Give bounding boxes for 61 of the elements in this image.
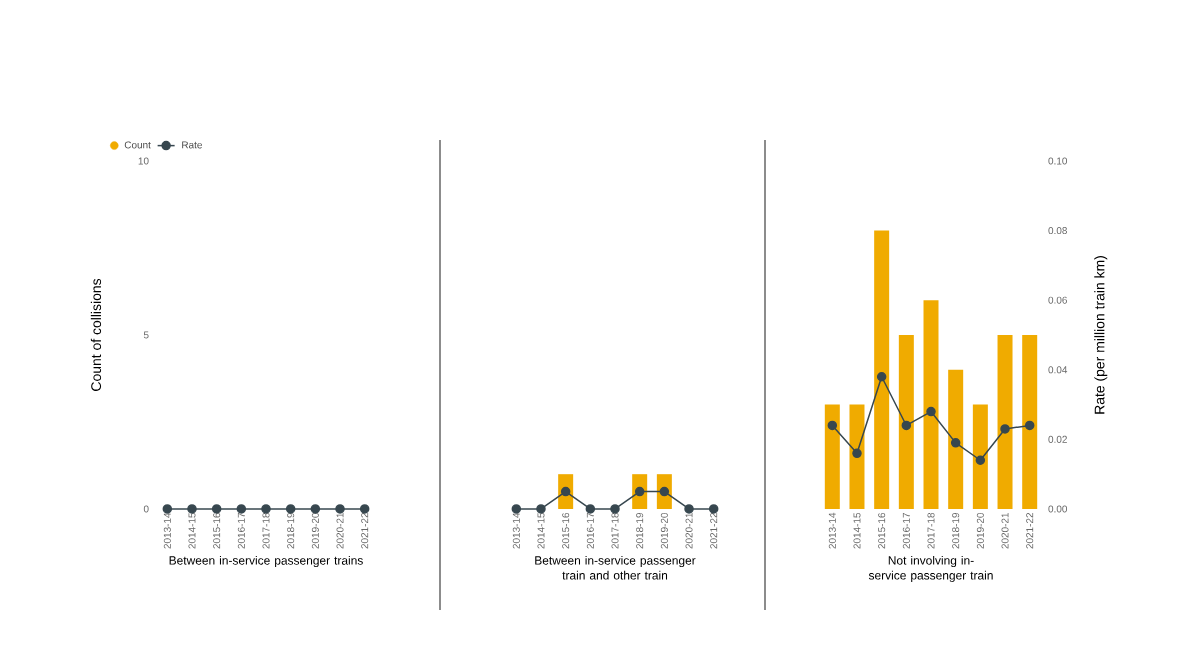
bar <box>849 404 865 509</box>
x-tick-label: 2013-14 <box>828 512 836 549</box>
y-axis-title: Count of collisions <box>90 278 102 391</box>
x-tick-label: 2015-16 <box>562 512 570 549</box>
bar <box>923 300 939 509</box>
x-tick-label: 2016-17 <box>902 513 910 549</box>
x-tick-label: 2014-15 <box>537 512 545 549</box>
x-tick-label: 2018-19 <box>952 512 960 549</box>
bar <box>824 404 840 509</box>
y-tick-label: 5 <box>143 331 149 339</box>
point <box>901 420 912 431</box>
point <box>827 420 838 431</box>
x-tick-label: 2014-15 <box>853 512 861 549</box>
x-tick-label: 2015-16 <box>878 512 886 549</box>
y-tick-label: 0 <box>143 505 149 513</box>
x-tick-label: 2021-22 <box>710 513 718 549</box>
bar <box>898 334 914 509</box>
x-axis-title: Between in-service passenger trains <box>169 555 363 568</box>
x-tick-label: 2020-21 <box>336 512 344 549</box>
x-tick-label: 2017-18 <box>262 512 270 549</box>
x-tick-label: 2019-20 <box>976 512 984 549</box>
x-tick-label: 2013-14 <box>512 512 520 549</box>
y2-axis-title: Rate (per million train km) <box>1094 256 1108 414</box>
y2-tick-label: 0.06 <box>1048 296 1067 304</box>
x-tick-label: 2014-15 <box>188 512 196 549</box>
x-axis-title: Between in-service passenger train and other train <box>535 555 696 580</box>
point <box>1000 424 1010 434</box>
x-tick-label: 2021-22 <box>361 513 369 549</box>
y2-tick-label: 0.00 <box>1048 505 1068 513</box>
y2-tick-label: 0.04 <box>1048 366 1068 374</box>
y-tick-label: 10 <box>138 157 149 165</box>
point <box>876 371 887 382</box>
x-tick-label: 2020-21 <box>685 512 693 549</box>
point <box>852 448 862 459</box>
x-tick-label: 2016-17 <box>237 513 245 549</box>
bar <box>874 230 890 509</box>
x-tick-label: 2017-18 <box>611 512 619 549</box>
bar <box>1022 334 1038 509</box>
x-tick-label: 2019-20 <box>660 512 668 549</box>
x-tick-label: 2020-21 <box>1001 512 1009 549</box>
legend-label: Count <box>124 141 151 149</box>
x-tick-label: 2019-20 <box>311 512 319 549</box>
point <box>1024 420 1035 431</box>
y2-tick-label: 0.02 <box>1048 435 1067 443</box>
x-tick-label: 2017-18 <box>927 512 935 549</box>
x-tick-label: 2018-19 <box>636 512 644 549</box>
point <box>975 455 986 466</box>
bar <box>972 404 988 509</box>
x-axis-title: Not involving in-service passenger train <box>868 555 993 582</box>
y2-tick-label: 0.08 <box>1048 227 1067 235</box>
x-tick-label: 2013-14 <box>163 512 171 549</box>
x-tick-label: 2018-19 <box>287 512 295 549</box>
bar <box>948 369 964 509</box>
x-tick-label: 2016-17 <box>586 513 594 549</box>
bar <box>997 334 1013 509</box>
x-tick-label: 2015-16 <box>213 512 221 549</box>
point <box>926 406 936 417</box>
legend-label: Rate <box>182 141 202 149</box>
y2-tick-label: 0.10 <box>1048 157 1068 165</box>
x-tick-label: 2021-22 <box>1026 513 1034 549</box>
point <box>950 438 961 448</box>
